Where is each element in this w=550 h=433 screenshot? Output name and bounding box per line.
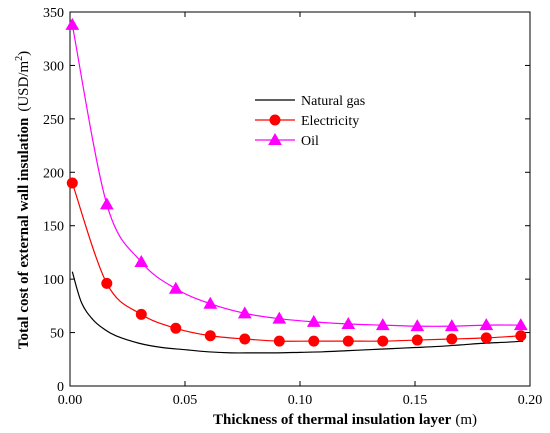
y-tick-label: 50: [50, 327, 64, 342]
electricity-point: [446, 333, 458, 345]
electricity-point: [204, 330, 216, 342]
y-tick-label: 150: [43, 220, 64, 235]
series-layer: [65, 17, 528, 354]
oil-point: [237, 306, 252, 319]
series-oil: [65, 17, 528, 332]
electricity-point: [239, 333, 251, 345]
x-tick-label: 0.20: [518, 393, 543, 408]
oil-point: [203, 296, 218, 309]
y-tick-label: 100: [43, 273, 64, 288]
x-tick-label: 0.10: [288, 393, 313, 408]
x-axis-title: Thickness of thermal insulation layer (m): [213, 412, 477, 428]
natural-gas-line: [71, 271, 524, 354]
legend-item-electricity: Electricity: [255, 114, 359, 129]
electricity-point: [135, 308, 147, 320]
electricity-point: [480, 332, 492, 344]
series-electricity: [66, 177, 527, 347]
electricity-point: [342, 335, 354, 347]
x-tick-label: 0.05: [173, 393, 198, 408]
y-tick-label: 200: [43, 166, 64, 181]
electricity-point: [101, 277, 113, 289]
oil-point: [513, 318, 528, 331]
oil-point: [99, 197, 114, 210]
y-tick-label: 250: [43, 113, 64, 128]
y-tick-label: 300: [43, 59, 64, 74]
legend-label-natural-gas: Natural gas: [301, 94, 365, 109]
electricity-point: [515, 330, 527, 342]
electricity-point: [66, 177, 78, 189]
oil-line: [71, 24, 521, 327]
legend-marker-electricity: [269, 114, 281, 126]
oil-point: [168, 281, 183, 294]
oil-point: [306, 314, 321, 327]
x-tick-label: 0.15: [403, 393, 428, 408]
electricity-point: [170, 322, 182, 334]
y-axis-title: Total cost of external wall insulation(U…: [14, 51, 32, 349]
legend-label-oil: Oil: [301, 134, 319, 149]
oil-point: [375, 318, 390, 331]
legend-marker-oil: [268, 132, 282, 145]
oil-point: [341, 317, 356, 330]
axes: 0.00 0.05 0.10 0.15 0.20 0 50 100 150 200 250 300 35…: [43, 6, 542, 408]
oil-point: [65, 17, 80, 30]
legend-item-natural-gas: Natural gas: [255, 94, 365, 109]
oil-point: [479, 318, 494, 331]
y-tick-label: 0: [57, 380, 64, 395]
electricity-point: [411, 334, 423, 346]
electricity-point: [308, 335, 320, 347]
oil-point: [410, 319, 425, 332]
legend-label-electricity: Electricity: [301, 114, 359, 129]
x-tick-label: 0.00: [58, 393, 83, 408]
legend: Natural gas Electricity Oil: [255, 94, 365, 149]
oil-point: [272, 311, 287, 324]
electricity-point: [273, 335, 285, 347]
electricity-point: [377, 335, 389, 347]
series-natural-gas: [71, 271, 524, 354]
y-tick-label: 350: [43, 6, 64, 21]
oil-point: [444, 319, 459, 332]
legend-item-oil: Oil: [255, 132, 319, 149]
oil-point: [134, 255, 149, 268]
plot-frame: [69, 11, 531, 387]
